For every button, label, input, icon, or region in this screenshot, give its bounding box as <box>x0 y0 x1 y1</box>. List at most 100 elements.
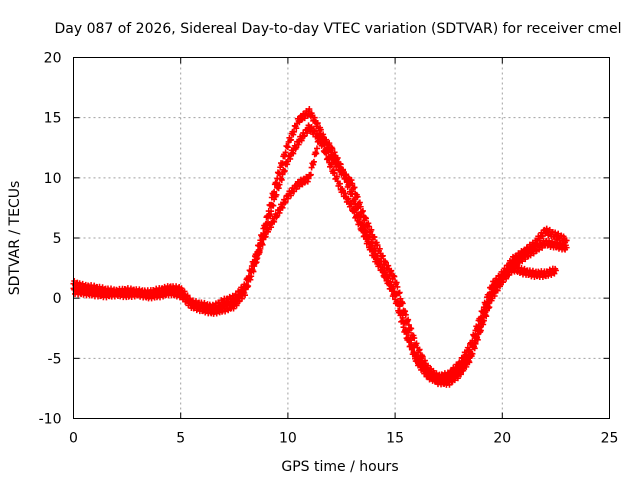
data-point <box>328 161 335 168</box>
data-point <box>349 191 356 198</box>
x-tick-label: 10 <box>279 431 297 447</box>
data-point <box>290 150 297 157</box>
x-tick-label: 25 <box>601 431 619 447</box>
data-point <box>245 283 252 290</box>
data-point <box>336 180 343 187</box>
data-point <box>472 340 479 347</box>
data-point <box>254 255 261 262</box>
data-point <box>399 317 406 324</box>
data-point <box>366 223 373 230</box>
data-point <box>402 311 409 318</box>
data-point <box>337 161 344 168</box>
data-point <box>317 130 324 137</box>
data-point <box>282 149 289 156</box>
y-tick-label: 15 <box>44 111 62 127</box>
data-point <box>178 289 185 296</box>
data-point <box>366 234 373 241</box>
data-point <box>349 180 356 187</box>
data-point <box>268 208 275 215</box>
data-point <box>276 181 283 188</box>
data-point <box>313 145 320 152</box>
y-tick-label: -10 <box>39 412 62 428</box>
data-point <box>405 337 412 344</box>
data-point <box>374 242 381 249</box>
data-point <box>391 273 398 280</box>
data-point <box>486 304 493 311</box>
y-tick-label: 20 <box>44 51 62 67</box>
data-point <box>402 328 409 335</box>
data-point <box>363 226 370 233</box>
data-point <box>351 184 358 191</box>
data-point <box>248 273 255 280</box>
data-point <box>345 195 352 202</box>
data-point <box>552 267 559 274</box>
y-axis-label: SDTVAR / TECUs <box>7 181 23 296</box>
data-point <box>310 158 317 165</box>
data-point <box>308 124 315 131</box>
x-tick-label: 5 <box>176 431 185 447</box>
data-point <box>416 346 423 353</box>
series-track-b <box>70 122 570 386</box>
data-point <box>408 325 415 332</box>
data-point <box>388 267 395 274</box>
data-point <box>279 160 286 167</box>
data-point <box>323 150 330 157</box>
data-point <box>363 215 370 222</box>
data-point <box>369 242 376 249</box>
data-point <box>313 150 320 157</box>
data-point <box>480 317 487 324</box>
data-points <box>70 106 570 388</box>
data-point <box>368 226 375 233</box>
data-point <box>469 350 476 357</box>
y-tick-label: -5 <box>48 351 62 367</box>
data-point <box>371 245 378 252</box>
y-tick-label: 10 <box>44 171 62 187</box>
data-point <box>242 292 249 299</box>
data-point <box>391 290 398 297</box>
x-tick-label: 15 <box>386 431 404 447</box>
data-point <box>374 253 381 260</box>
data-point <box>278 176 285 183</box>
data-point <box>457 371 464 378</box>
chart-title: Day 087 of 2026, Sidereal Day-to-day VTE… <box>54 21 621 37</box>
data-point <box>408 341 415 348</box>
data-point <box>331 169 338 176</box>
data-point <box>394 300 401 307</box>
data-point <box>325 154 332 161</box>
data-point <box>307 171 314 178</box>
data-point <box>262 233 269 240</box>
data-point <box>343 174 350 181</box>
series-track-a <box>70 106 570 384</box>
data-point <box>466 359 473 366</box>
x-axis-label: GPS time / hours <box>281 459 398 475</box>
data-point <box>306 106 313 113</box>
data-point <box>379 252 386 259</box>
data-point <box>346 182 353 189</box>
data-point <box>359 207 366 214</box>
data-point <box>397 312 404 319</box>
data-point <box>259 241 266 248</box>
data-point <box>382 271 389 278</box>
axis-ticks: 0 5 10 15 20 25 -10 -5 0 5 10 15 20 <box>39 51 619 447</box>
data-point <box>354 205 361 212</box>
data-point <box>474 336 481 343</box>
x-tick-label: 20 <box>493 431 511 447</box>
data-point <box>250 268 257 275</box>
data-point <box>291 128 298 135</box>
data-point <box>273 191 280 198</box>
series-track-c <box>252 130 559 388</box>
data-point <box>287 136 294 143</box>
data-point <box>282 198 289 205</box>
data-point <box>284 144 291 151</box>
x-tick-label: 0 <box>69 431 78 447</box>
data-point <box>419 353 426 360</box>
data-point <box>271 218 278 225</box>
data-point <box>396 289 403 296</box>
data-point <box>354 193 361 200</box>
grid-lines <box>73 57 610 419</box>
y-tick-label: 0 <box>53 291 62 307</box>
data-point <box>281 167 288 174</box>
plot-frame <box>73 57 610 419</box>
